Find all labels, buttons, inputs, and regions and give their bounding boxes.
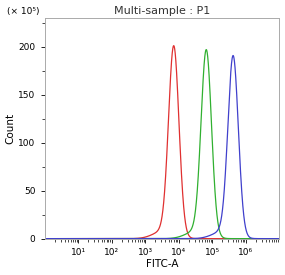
X-axis label: FITC-A: FITC-A: [146, 259, 178, 270]
Y-axis label: Count: Count: [5, 113, 16, 144]
Text: (× 10⁵): (× 10⁵): [7, 7, 40, 15]
Title: Multi-sample : P1: Multi-sample : P1: [114, 6, 210, 16]
